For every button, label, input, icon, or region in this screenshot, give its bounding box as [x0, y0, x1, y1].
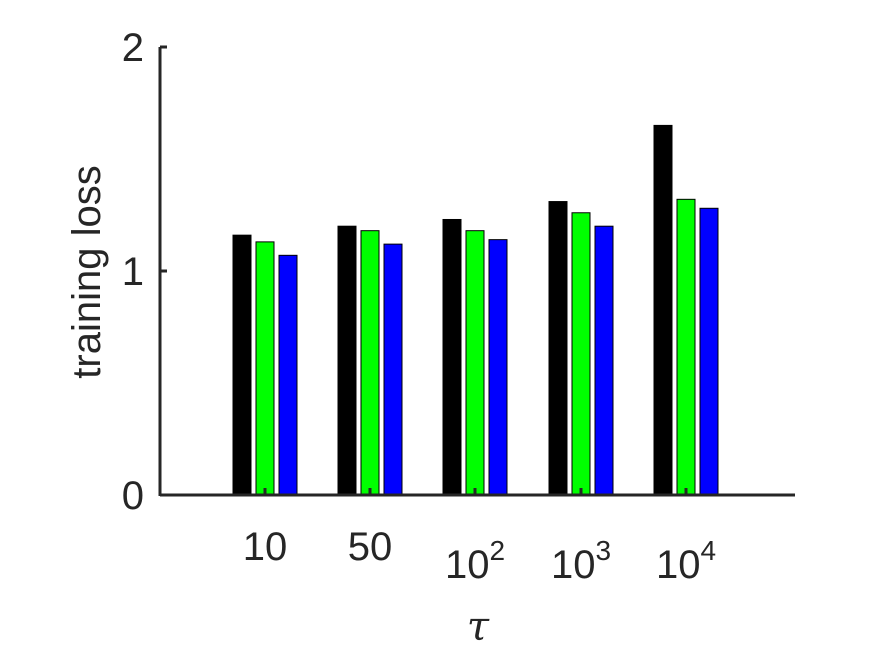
bar-series-3-cat-4: [594, 225, 614, 496]
bar-series-2-cat-5: [676, 198, 696, 496]
x-tick-label: 10: [243, 525, 288, 569]
y-tick-label: 1: [122, 250, 144, 294]
y-ticks-group: 0 1 2: [122, 26, 167, 518]
y-tick-label: 2: [122, 26, 144, 70]
bar-series-3-cat-3: [488, 239, 508, 496]
bar-series-1-cat-5: [653, 124, 673, 496]
x-tick-label: 102: [445, 535, 505, 587]
bar-series-2-cat-1: [255, 241, 275, 496]
bar-series-3-cat-1: [278, 254, 298, 496]
bar-series-1-cat-3: [442, 218, 462, 496]
x-tick-label: 50: [348, 525, 393, 569]
x-tick-label: 104: [656, 535, 716, 587]
bar-series-2-cat-4: [571, 212, 591, 496]
y-axis-label: training loss: [65, 165, 109, 378]
x-ticks-group: 10 50 102 103 104: [243, 488, 716, 587]
bar-series-2-cat-2: [360, 230, 380, 496]
bar-series-3-cat-2: [383, 243, 403, 496]
bar-series-1-cat-4: [548, 201, 568, 496]
bar-series-1-cat-1: [232, 234, 252, 496]
bar-series-1-cat-2: [337, 225, 357, 496]
x-tick-label: 103: [551, 535, 611, 587]
bar-series-2-cat-3: [465, 230, 485, 496]
y-tick-label: 0: [122, 474, 144, 518]
x-axis-label: τ: [467, 604, 490, 650]
bars-group: [232, 124, 719, 496]
bar-series-3-cat-5: [699, 207, 719, 496]
